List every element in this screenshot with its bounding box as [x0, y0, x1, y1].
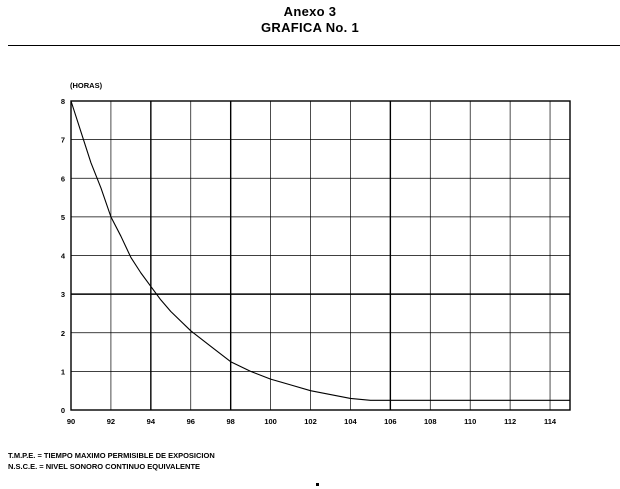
- x-tick-label: 114: [544, 417, 557, 426]
- legend-line-tmpe: T.M.P.E. = TIEMPO MAXIMO PERMISIBLE DE E…: [8, 451, 215, 460]
- y-tick-label: 4: [61, 252, 66, 261]
- y-tick-label: 3: [61, 290, 65, 299]
- x-tick-label: 98: [227, 417, 235, 426]
- y-tick-label: 6: [61, 174, 65, 183]
- y-tick-label: 7: [61, 136, 65, 145]
- plot-frame: [70, 100, 571, 411]
- x-tick-label: 100: [264, 417, 277, 426]
- x-tick-label: 96: [187, 417, 195, 426]
- chart-grid: [70, 100, 570, 411]
- y-tick-label: 8: [61, 97, 65, 106]
- chart-tick-labels: 90 92 94 96 98 100 102 104 106 108 110 112 114 0 1 2 3 4 5…: [61, 97, 557, 426]
- x-tick-label: 102: [304, 417, 317, 426]
- x-tick-label: 110: [464, 417, 476, 426]
- page-header: Anexo 3 GRAFICA No. 1: [0, 4, 620, 36]
- series-line: [70, 100, 570, 401]
- y-tick-label: 1: [61, 367, 65, 376]
- x-tick-label: 112: [504, 417, 516, 426]
- x-tick-label: 108: [424, 417, 437, 426]
- x-tick-label: 106: [384, 417, 397, 426]
- y-axis-label: (HORAS): [70, 81, 103, 90]
- page-marker-dot: [316, 483, 319, 486]
- page-title: Anexo 3: [283, 4, 337, 19]
- x-tick-label: 94: [147, 417, 156, 426]
- chart-legend: T.M.P.E. = TIEMPO MAXIMO PERMISIBLE DE E…: [8, 450, 215, 472]
- page-subtitle: GRAFICA No. 1: [260, 20, 360, 35]
- x-tick-label: 90: [67, 417, 75, 426]
- x-tick-label: 104: [344, 417, 357, 426]
- y-tick-label: 2: [61, 329, 65, 338]
- legend-line-nsce: N.S.C.E. = NIVEL SONORO CONTINUO EQUIVAL…: [8, 462, 201, 471]
- y-tick-label: 5: [61, 213, 65, 222]
- x-tick-label: 92: [107, 417, 115, 426]
- exposure-time-chart: (HORAS) 90 92 94 96 98 100 102 104 106 108 110 112 1…: [61, 81, 571, 426]
- y-tick-label: 0: [61, 406, 65, 415]
- header-divider: [8, 45, 620, 46]
- chart-series: [70, 100, 570, 401]
